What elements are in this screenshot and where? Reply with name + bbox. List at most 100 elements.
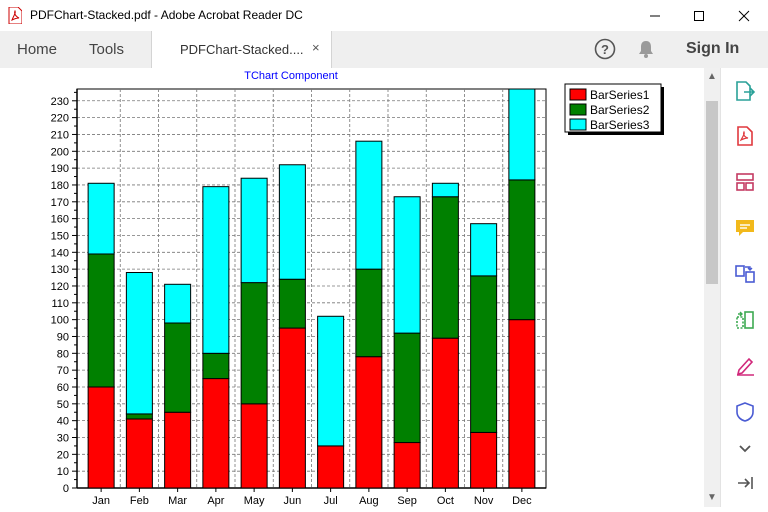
bar-barseries2-apr	[202, 352, 230, 380]
bar-barseries3-jun	[278, 164, 306, 280]
bar-barseries3-feb	[125, 272, 153, 415]
notification-bell-icon[interactable]	[636, 39, 656, 59]
y-tick-label: 110	[51, 298, 69, 310]
create-pdf-icon[interactable]	[734, 125, 756, 147]
tab-document-label: PDFChart-Stacked....	[180, 42, 304, 57]
svg-text:?: ?	[601, 42, 609, 57]
legend-label: BarSeries2	[590, 103, 650, 117]
legend-swatch	[569, 88, 587, 101]
x-tick-label: Jul	[324, 495, 338, 507]
legend-label: BarSeries1	[590, 88, 650, 102]
bar-barseries1-dec	[508, 319, 536, 489]
tab-close-button[interactable]: ×	[312, 40, 320, 55]
x-tick-label: Jun	[284, 495, 302, 507]
y-tick-label: 130	[51, 264, 69, 276]
bar-barseries2-aug	[355, 268, 383, 358]
x-tick-label: Feb	[130, 495, 149, 507]
y-tick-label: 20	[57, 449, 69, 461]
x-tick-label: May	[244, 495, 265, 507]
bar-barseries1-nov	[470, 431, 498, 489]
tab-bar: Home Tools PDFChart-Stacked.... × ? Sign…	[0, 31, 768, 69]
chart-grid	[76, 88, 547, 489]
scroll-up-icon[interactable]: ▲	[707, 71, 717, 82]
bar-barseries1-aug	[355, 356, 383, 489]
y-tick-label: 190	[51, 163, 69, 175]
combine-files-icon[interactable]	[734, 263, 756, 285]
export-pdf-icon[interactable]	[734, 80, 756, 102]
compress-pdf-icon[interactable]	[734, 309, 756, 331]
x-tick-label: Sep	[397, 495, 417, 507]
window-title: PDFChart-Stacked.pdf - Adobe Acrobat Rea…	[30, 8, 303, 22]
bar-barseries3-dec	[508, 88, 536, 181]
close-icon	[738, 10, 750, 21]
bar-barseries2-jan	[87, 253, 115, 388]
y-tick-label: 90	[57, 331, 69, 343]
tab-tools[interactable]: Tools	[89, 41, 125, 58]
bar-barseries1-sep	[393, 442, 421, 489]
help-icon[interactable]: ?	[594, 38, 616, 60]
chevron-down-icon[interactable]	[734, 437, 756, 459]
comment-icon[interactable]	[734, 217, 756, 239]
scroll-down-icon[interactable]: ▼	[707, 492, 717, 503]
x-tick-label: Mar	[168, 495, 187, 507]
title-bar: PDFChart-Stacked.pdf - Adobe Acrobat Rea…	[0, 0, 768, 31]
y-tick-label: 60	[57, 382, 69, 394]
bar-barseries3-apr	[202, 186, 230, 354]
bar-barseries3-jul	[317, 315, 345, 447]
bar-barseries1-may	[240, 403, 268, 489]
y-tick-label: 120	[51, 281, 69, 293]
chart-bars	[87, 88, 536, 489]
bar-barseries1-jan	[87, 386, 115, 489]
x-tick-label: Dec	[512, 495, 532, 507]
y-tick-label: 160	[51, 214, 69, 226]
y-tick-label: 140	[51, 247, 69, 259]
bar-barseries2-nov	[470, 275, 498, 433]
bar-barseries3-may	[240, 177, 268, 284]
x-tick-label: Apr	[207, 495, 224, 507]
bar-barseries3-nov	[470, 223, 498, 277]
y-tick-label: 220	[51, 113, 69, 125]
bar-barseries1-jul	[317, 445, 345, 489]
y-tick-label: 0	[63, 483, 69, 495]
bar-barseries2-dec	[508, 179, 536, 321]
chart-title: TChart Component	[244, 70, 338, 82]
fill-sign-icon[interactable]	[734, 355, 756, 377]
bar-barseries1-apr	[202, 378, 230, 489]
bar-barseries3-jan	[87, 182, 115, 255]
maximize-button[interactable]	[676, 0, 722, 31]
tab-home[interactable]: Home	[17, 41, 58, 58]
x-tick-label: Oct	[437, 495, 454, 507]
bar-barseries2-oct	[431, 196, 459, 339]
organize-pages-icon[interactable]	[734, 171, 756, 193]
y-tick-label: 30	[57, 432, 69, 444]
y-tick-label: 50	[57, 399, 69, 411]
bar-barseries2-may	[240, 282, 268, 405]
bar-barseries1-oct	[431, 337, 459, 489]
x-tick-label: Aug	[359, 495, 379, 507]
y-tick-label: 150	[51, 230, 69, 242]
bar-barseries2-jun	[278, 278, 306, 329]
y-tick-label: 80	[57, 348, 69, 360]
y-tick-label: 10	[57, 466, 69, 478]
minimize-button[interactable]	[632, 0, 678, 31]
collapse-panel-icon[interactable]	[734, 472, 756, 494]
tab-document[interactable]: PDFChart-Stacked.... ×	[151, 31, 332, 69]
protect-icon[interactable]	[734, 401, 756, 423]
bar-barseries2-sep	[393, 332, 421, 444]
vertical-scrollbar[interactable]: ▲ ▼	[704, 68, 720, 507]
x-tick-label: Nov	[474, 495, 494, 507]
x-tick-label: Jan	[92, 495, 110, 507]
document-view: TChart Component 0 10 20 30 40 50 60 70 80 90 100 1…	[0, 68, 704, 507]
legend-swatch	[569, 103, 587, 116]
y-tick-label: 170	[51, 197, 69, 209]
bar-barseries1-feb	[125, 418, 153, 489]
close-button[interactable]	[721, 0, 767, 31]
scroll-thumb[interactable]	[706, 101, 718, 284]
legend-swatch	[569, 118, 587, 131]
y-tick-label: 40	[57, 416, 69, 428]
bar-barseries3-sep	[393, 196, 421, 334]
sign-in-button[interactable]: Sign In	[686, 40, 740, 57]
bar-barseries3-mar	[164, 283, 192, 324]
bar-barseries2-mar	[164, 322, 192, 413]
